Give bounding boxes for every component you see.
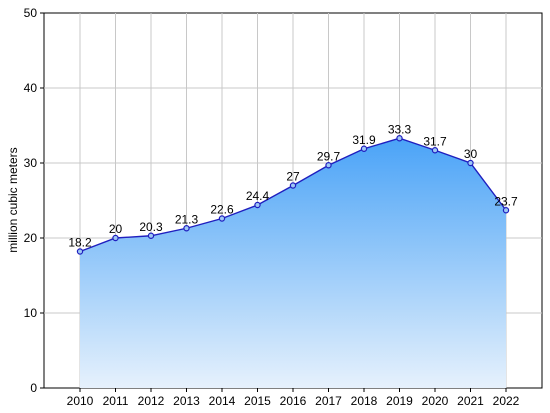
x-tick-label: 2013 xyxy=(173,394,200,408)
data-point xyxy=(76,248,84,255)
x-tick-label: 2014 xyxy=(209,394,236,408)
x-tick-label: 2016 xyxy=(280,394,307,408)
data-point xyxy=(254,201,261,209)
data-label: 20.3 xyxy=(139,220,163,234)
data-label: 23.7 xyxy=(494,194,518,208)
x-axis: 2010 2011 2012 2013 2014 2015 2016 2017 2018 2019… xyxy=(67,388,520,408)
y-tick-label: 0 xyxy=(30,381,37,395)
data-label: 18.2 xyxy=(68,236,92,250)
data-label: 21.3 xyxy=(175,212,199,226)
y-axis-title: million cubic meters xyxy=(6,147,20,252)
area-layer xyxy=(80,138,506,388)
data-point xyxy=(325,162,332,169)
data-point xyxy=(502,207,510,214)
data-point xyxy=(396,135,403,142)
data-label: 29.7 xyxy=(317,149,341,163)
data-label: 24.4 xyxy=(246,189,270,203)
data-label: 31.7 xyxy=(423,134,447,148)
data-label: 30 xyxy=(464,147,478,161)
y-tick-label: 50 xyxy=(24,6,38,20)
data-label-layer: 18.2 20 20.3 21.3 22.6 24.4 27 29.7 31.9 33.3 31.7… xyxy=(68,122,518,249)
marker-layer xyxy=(76,135,510,255)
y-tick-label: 20 xyxy=(24,231,38,245)
data-point xyxy=(147,232,155,239)
x-tick-label: 2019 xyxy=(386,394,413,408)
data-point xyxy=(289,182,297,189)
data-label: 31.9 xyxy=(352,133,376,147)
x-tick-label: 2011 xyxy=(103,394,129,408)
y-axis: 0 10 20 30 40 50 xyxy=(24,6,44,395)
data-point xyxy=(467,159,474,167)
y-tick-label: 30 xyxy=(24,156,38,170)
area-fill xyxy=(80,138,506,388)
data-label: 20 xyxy=(109,222,123,236)
data-point xyxy=(183,225,190,232)
data-label: 27 xyxy=(286,170,300,184)
x-tick-label: 2015 xyxy=(244,394,271,408)
data-label: 33.3 xyxy=(388,122,412,136)
data-point xyxy=(112,234,119,242)
data-point xyxy=(218,215,226,222)
y-tick-label: 10 xyxy=(24,306,38,320)
x-tick-label: 2020 xyxy=(422,394,449,408)
x-tick-label: 2018 xyxy=(351,394,378,408)
x-tick-label: 2017 xyxy=(315,394,342,408)
x-tick-label: 2021 xyxy=(457,394,484,408)
x-tick-label: 2022 xyxy=(493,394,520,408)
data-point xyxy=(431,147,439,154)
x-tick-label: 2012 xyxy=(138,394,165,408)
data-label: 22.6 xyxy=(210,203,234,217)
x-tick-label: 2010 xyxy=(67,394,94,408)
y-tick-label: 40 xyxy=(24,81,38,95)
data-point xyxy=(360,145,368,152)
